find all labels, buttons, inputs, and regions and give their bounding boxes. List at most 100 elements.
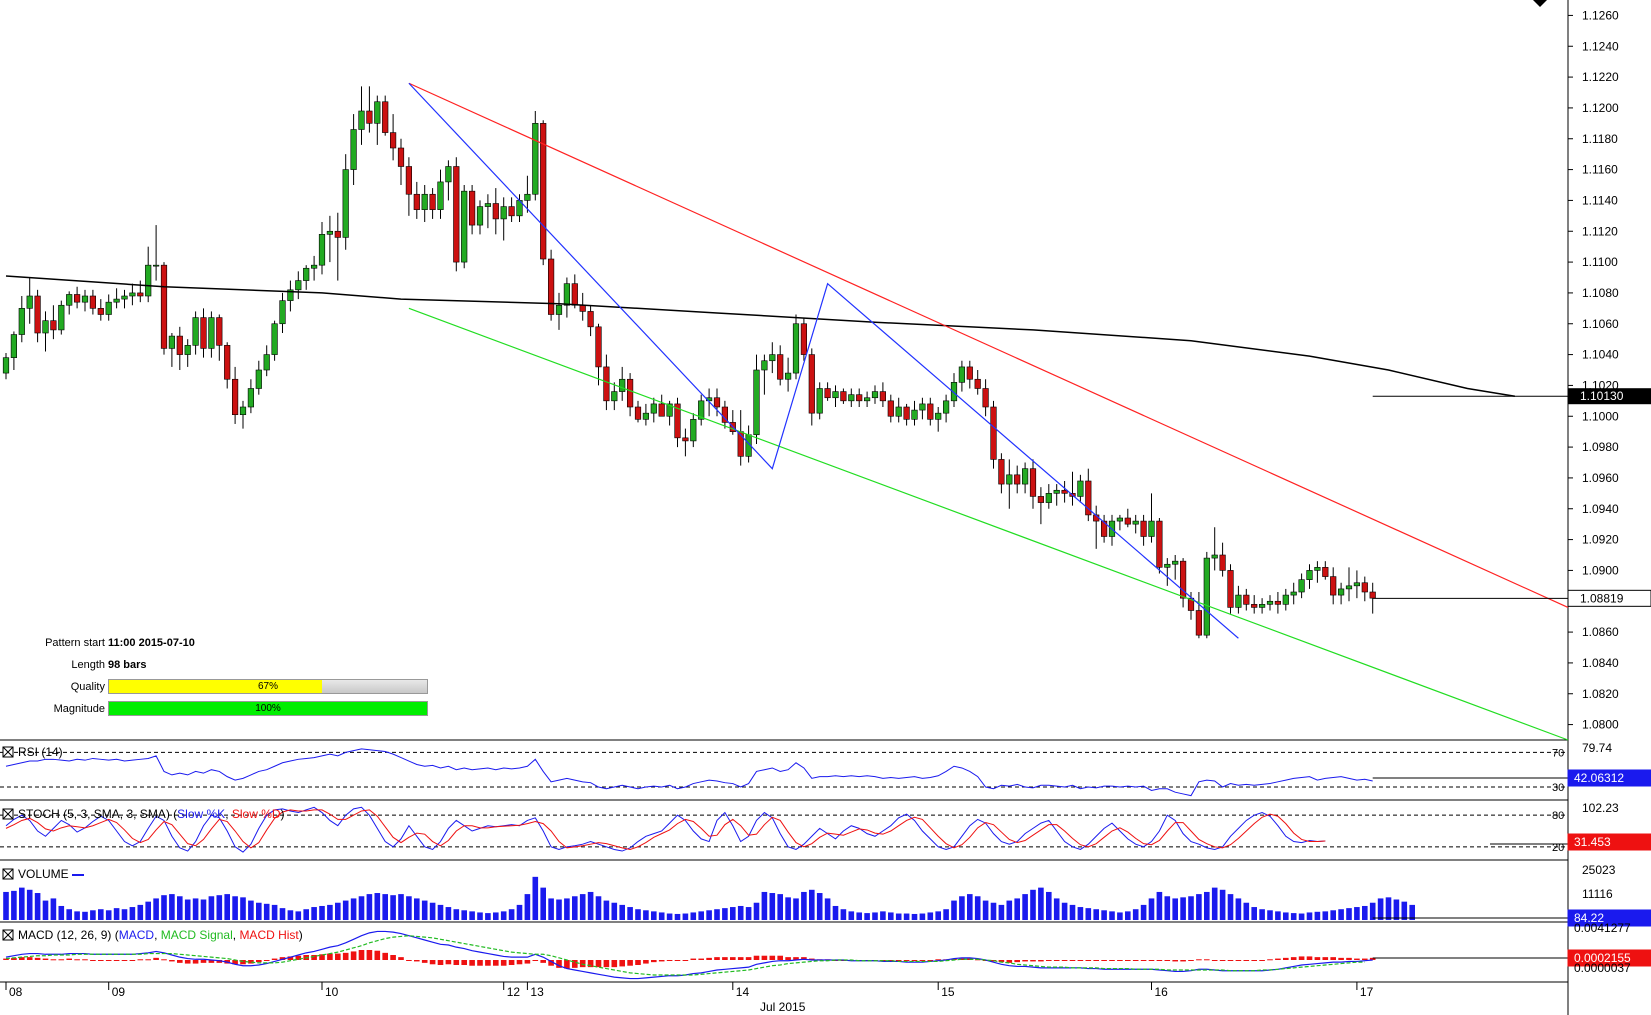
macd-hist-bar	[895, 960, 902, 961]
volume-bar	[943, 909, 949, 920]
volume-bar	[113, 908, 120, 920]
candle-body	[690, 419, 697, 442]
macd-hist-bar	[888, 960, 894, 961]
macd-hist-bar	[350, 951, 357, 960]
pattern-info-panel: Pattern start 11:00 2015-07-10 Length 98…	[30, 634, 430, 722]
macd-hist-bar	[19, 957, 25, 960]
volume-scale-mid-label: 11116	[1582, 887, 1613, 901]
volume-bar	[1053, 898, 1060, 920]
candle-body	[476, 206, 484, 226]
candle-body	[1314, 567, 1321, 571]
macd-hist-bar	[311, 955, 317, 960]
candle-body	[1029, 468, 1037, 497]
candle-body	[105, 301, 112, 315]
candle-body	[777, 354, 784, 380]
volume-bar	[666, 913, 673, 920]
macd-hist-bar	[682, 960, 689, 961]
stoch-d-line	[5, 809, 1326, 850]
volume-bar	[690, 912, 697, 920]
macd-hist-bar	[1251, 960, 1257, 961]
macd-value-label-2: 0.0000037	[1574, 961, 1631, 975]
volume-bar	[461, 910, 467, 920]
volume-bar	[1188, 896, 1194, 920]
legend-entry: Slow %D	[232, 807, 281, 821]
candle-body	[81, 295, 89, 303]
macd-hist-bar	[153, 957, 159, 960]
candle-body	[232, 378, 239, 416]
x-tick-label: 09	[112, 985, 126, 999]
legend-sep: ,	[233, 928, 240, 942]
candle-body	[982, 388, 989, 408]
volume-bar	[911, 913, 918, 920]
volume-bar	[271, 904, 278, 920]
volume-bar	[232, 896, 238, 920]
volume-bar	[1211, 887, 1218, 920]
candle-body	[540, 123, 547, 260]
quality-bar-fill	[109, 680, 323, 693]
rsi-panel: RSI (14)	[0, 745, 1568, 797]
y-tick-label: 1.0940	[1582, 502, 1619, 516]
macd-hist-bar	[216, 960, 223, 963]
volume-bar	[1125, 911, 1131, 920]
volume-bar	[1362, 905, 1368, 920]
macd-hist-bar	[66, 958, 72, 960]
candle-body	[1306, 570, 1313, 580]
panel-title-text: STOCH (5, 3, SMA, 3, SMA)	[18, 807, 170, 821]
candle-body	[753, 369, 760, 436]
macd-hist-bar	[666, 960, 673, 961]
macd-hist-bar	[287, 956, 294, 960]
volume-bar	[730, 907, 736, 920]
macd-hist-bar	[429, 960, 436, 965]
candle-body	[160, 264, 168, 349]
macd-hist-bar	[366, 950, 373, 960]
candle-body	[927, 403, 934, 420]
volume-bar	[1219, 889, 1226, 920]
magnitude-bar-fill	[109, 702, 427, 715]
volume-bar	[192, 898, 199, 920]
candle-body	[374, 101, 381, 124]
volume-bar	[1267, 910, 1273, 920]
candle-body	[1322, 567, 1329, 577]
macd-hist-bar	[722, 957, 728, 960]
macd-hist-bar	[1180, 960, 1186, 962]
candle-body	[658, 403, 665, 417]
quality-label: Quality	[70, 681, 105, 693]
legend-entry: MACD Hist	[239, 928, 299, 942]
macd-hist-bar	[951, 958, 957, 960]
macd-hist-bar	[627, 960, 633, 966]
macd-hist-bar	[745, 957, 752, 960]
volume-bar	[208, 896, 215, 920]
volume-bar	[469, 911, 475, 920]
candle-body	[484, 203, 492, 207]
volume-bar	[240, 897, 246, 920]
candle-body	[34, 295, 41, 334]
panel-toggle-icon-stroke	[2, 929, 14, 941]
candle-body	[184, 345, 191, 355]
macd-hist-bar	[935, 959, 941, 961]
macd-hist-bar	[690, 958, 697, 960]
volume-bar	[1314, 911, 1321, 920]
volume-bar	[1283, 912, 1289, 920]
stoch-panel: STOCH (5, 3, SMA, 3, SMA) (Slow %K, Slow…	[0, 806, 1568, 853]
candle-body	[840, 391, 847, 402]
candle-body	[500, 206, 507, 220]
candle-body	[1298, 579, 1305, 593]
volume-bar	[374, 893, 381, 920]
macd-hist-bar	[611, 960, 618, 968]
candle-body	[1219, 554, 1226, 571]
macd-hist-bar	[753, 955, 760, 960]
candle-body	[595, 326, 602, 368]
panel-toggle-icon-stroke	[2, 868, 14, 880]
candle-body	[445, 166, 452, 183]
volume-bar	[90, 910, 96, 920]
candle-body	[808, 354, 815, 414]
macd-hist-bar	[342, 952, 349, 960]
volume-bar	[366, 894, 373, 920]
candle-body	[848, 394, 855, 402]
candle-body	[587, 311, 594, 328]
macd-hist-bar	[1338, 957, 1344, 960]
length-row: Length 98 bars	[30, 656, 430, 678]
candle-body	[58, 304, 65, 331]
volume-bar	[200, 899, 207, 920]
volume-bar	[809, 889, 815, 920]
